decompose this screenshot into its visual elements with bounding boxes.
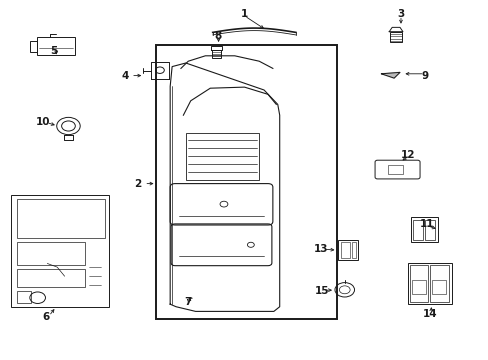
Text: 15: 15: [314, 286, 328, 296]
Text: 11: 11: [419, 219, 433, 229]
Text: 12: 12: [400, 150, 415, 160]
Text: 3: 3: [397, 9, 404, 19]
Bar: [351, 242, 355, 258]
Bar: [412, 220, 422, 240]
Text: 9: 9: [421, 71, 428, 81]
Bar: [424, 220, 434, 240]
Text: 10: 10: [36, 117, 50, 127]
Bar: [338, 240, 357, 260]
Bar: [17, 269, 85, 287]
Bar: [17, 199, 104, 238]
Text: 6: 6: [43, 312, 50, 322]
Text: 4: 4: [121, 71, 128, 81]
Bar: [410, 217, 437, 242]
Text: 14: 14: [422, 309, 437, 319]
Bar: [37, 37, 75, 55]
Text: 2: 2: [134, 179, 141, 189]
Bar: [411, 280, 425, 294]
Bar: [17, 291, 31, 303]
Bar: [409, 265, 427, 302]
Text: 7: 7: [184, 297, 192, 307]
Bar: [387, 165, 402, 174]
Bar: [30, 41, 37, 52]
Text: 13: 13: [313, 244, 327, 254]
Bar: [185, 133, 259, 180]
Text: 5: 5: [50, 46, 57, 56]
Bar: [156, 45, 337, 319]
Bar: [429, 265, 448, 302]
Bar: [389, 32, 401, 42]
Bar: [212, 50, 221, 58]
Polygon shape: [381, 72, 399, 78]
Bar: [340, 242, 349, 258]
Bar: [17, 242, 85, 265]
Text: 8: 8: [214, 31, 221, 41]
Bar: [407, 263, 451, 304]
Bar: [11, 195, 108, 307]
Bar: [431, 280, 445, 294]
Text: 1: 1: [241, 9, 247, 19]
